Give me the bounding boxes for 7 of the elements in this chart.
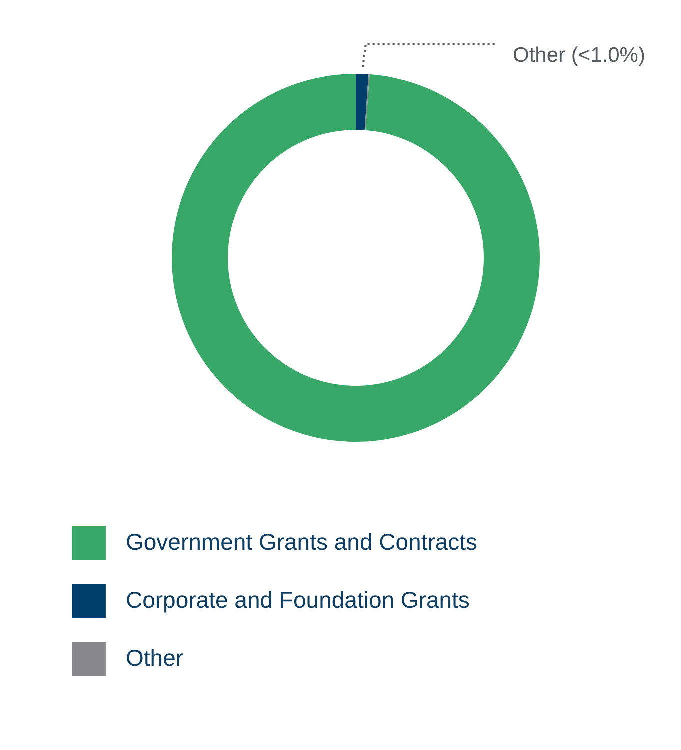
donut-slice (356, 74, 369, 130)
text: Other (<1.0%) (513, 44, 646, 67)
donut-slice (364, 74, 370, 130)
legend-label: Other (126, 645, 184, 671)
donut-slice (172, 74, 540, 442)
legend-label: Government Grants and Contracts (126, 529, 478, 555)
legend-label: Corporate and Foundation Grants (126, 587, 470, 613)
